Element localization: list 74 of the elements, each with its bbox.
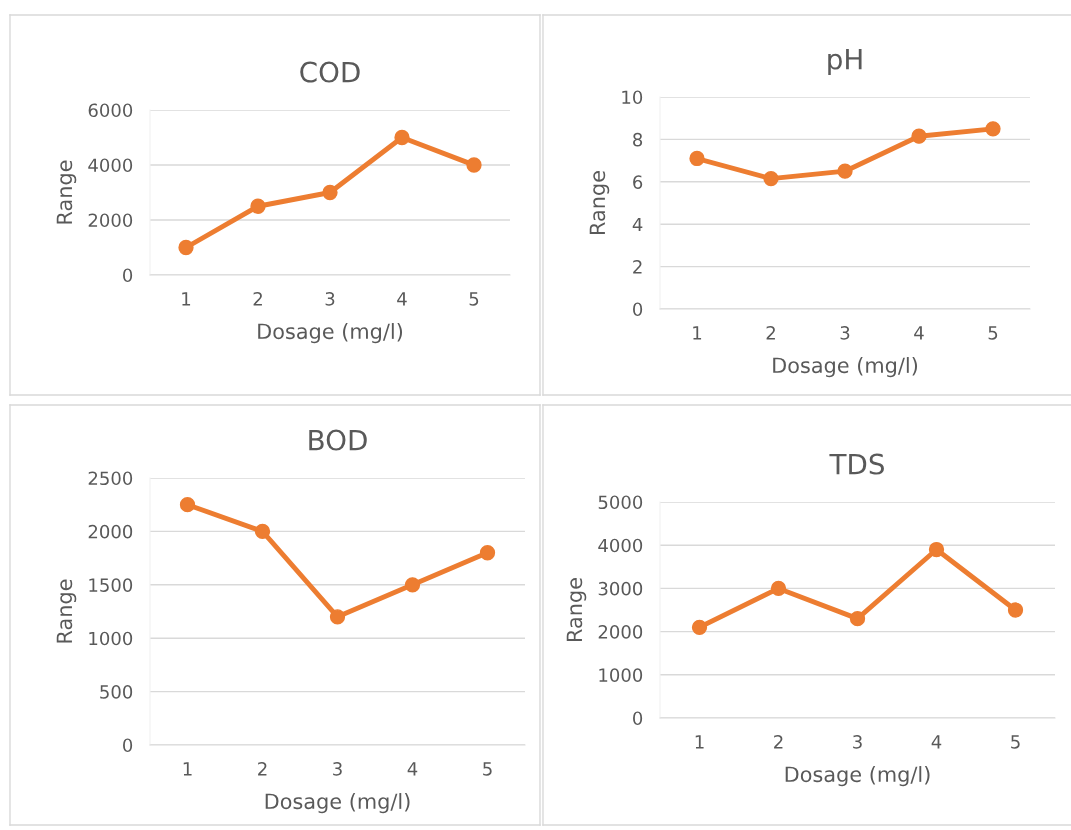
y-axis-title: Range	[56, 579, 77, 643]
y-tick-label: 2500	[88, 471, 133, 486]
x-tick-label: 4	[407, 762, 418, 776]
point	[691, 619, 708, 635]
point	[178, 239, 194, 256]
point	[837, 163, 853, 179]
point	[849, 611, 866, 627]
y-tick-label: 1500	[89, 578, 133, 592]
x-tick-label: 1	[695, 735, 704, 749]
x-tick-label: 2	[253, 291, 262, 306]
x-tick-label: 4	[397, 292, 407, 306]
point	[466, 157, 482, 173]
y-tick-label: 0	[123, 268, 133, 283]
x-tick-label: 3	[853, 734, 862, 749]
y-tick-label: 4000	[598, 538, 643, 553]
y-tick-label: 5000	[598, 495, 643, 510]
point	[689, 150, 705, 167]
x-tick-label: 5	[988, 326, 998, 340]
y-tick-label: 1000	[89, 631, 133, 646]
chart-title: COD	[300, 61, 360, 83]
y-tick-label: 4	[632, 217, 643, 232]
point	[329, 609, 346, 625]
y-tick-label: 4000	[88, 158, 133, 173]
x-tick-label: 2	[774, 734, 783, 749]
x-tick-label: 5	[483, 762, 492, 776]
y-tick-label: 2000	[88, 213, 133, 228]
point	[404, 577, 421, 593]
y-axis-title: Range	[56, 160, 77, 224]
x-tick-label: 5	[1011, 735, 1020, 749]
x-tick-label: 2	[258, 761, 267, 776]
x-tick-label: 4	[914, 326, 924, 340]
x-tick-label: 3	[325, 291, 335, 306]
x-tick-label: 1	[693, 326, 702, 340]
point	[911, 128, 927, 144]
y-tick-label: 8	[633, 132, 643, 147]
y-tick-label: 1000	[599, 668, 643, 682]
x-axis-title: Dosage (mg/l)	[785, 766, 930, 787]
y-tick-label: 2000	[598, 625, 643, 639]
y-tick-label: 500	[100, 685, 133, 699]
point	[928, 541, 945, 558]
point	[250, 198, 266, 214]
y-axis-title: Range	[566, 578, 587, 641]
x-tick-label: 3	[333, 761, 342, 776]
point	[179, 497, 196, 513]
x-tick-label: 1	[183, 762, 192, 776]
y-tick-label: 6000	[88, 103, 133, 118]
x-tick-label: 1	[182, 292, 191, 306]
x-tick-label: 3	[840, 325, 850, 340]
x-axis-title: Dosage (mg/l)	[773, 357, 918, 378]
x-tick-label: 5	[469, 292, 479, 306]
x-axis-title: Dosage (mg/l)	[265, 793, 410, 814]
y-tick-label: 10	[622, 90, 643, 105]
point	[479, 545, 496, 561]
y-tick-label: 0	[123, 738, 133, 753]
point	[322, 184, 338, 201]
point	[394, 129, 410, 146]
x-axis-title: Dosage (mg/l)	[258, 323, 403, 344]
point	[1007, 602, 1024, 618]
point	[763, 170, 779, 187]
x-tick-label: 2	[766, 325, 775, 340]
y-axis-title: Range	[589, 171, 610, 234]
chart-title: pH	[828, 48, 862, 75]
x-tick-label: 4	[931, 735, 942, 749]
y-tick-label: 0	[633, 302, 643, 317]
point	[254, 523, 271, 540]
y-tick-label: 6	[633, 175, 643, 189]
y-tick-label: 3000	[598, 581, 643, 596]
y-tick-label: 0	[633, 711, 643, 726]
chart-title: TDS	[829, 453, 884, 475]
y-tick-label: 2	[633, 260, 642, 274]
chart-title: BOD	[309, 429, 367, 451]
point	[770, 580, 787, 597]
point	[985, 121, 1001, 137]
y-tick-label: 2000	[88, 524, 133, 539]
